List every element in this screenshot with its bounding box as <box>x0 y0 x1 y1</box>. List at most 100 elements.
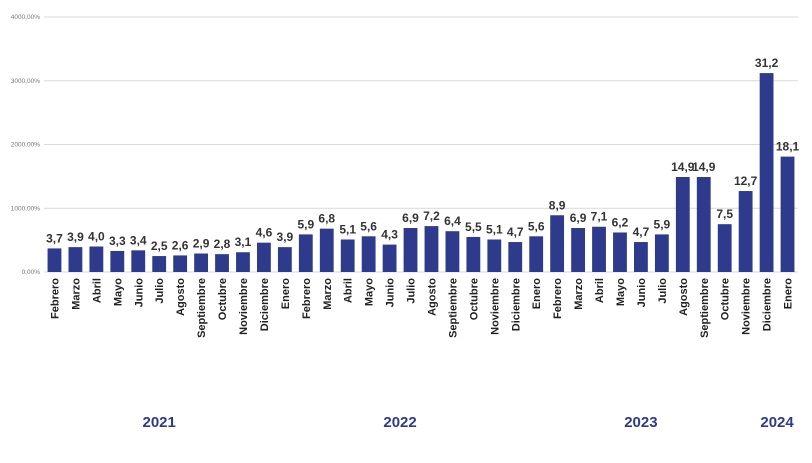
bar <box>550 215 565 272</box>
x-axis-month-labels: Febrero Marzo Abril Mayo Junio Julio Agosto Sep… <box>49 278 794 338</box>
data-label: 3,9 <box>67 230 84 244</box>
data-label: 8,9 <box>549 198 566 212</box>
x-tick-label: Junio <box>385 278 397 308</box>
x-tick-label: Agosto <box>175 278 187 316</box>
x-tick-label: Noviembre <box>238 278 250 335</box>
bar <box>696 177 711 272</box>
data-label: 3,9 <box>277 230 294 244</box>
data-label: 2,6 <box>172 238 189 252</box>
bar <box>236 252 250 272</box>
bars <box>47 73 795 272</box>
x-tick-label: Noviembre <box>489 278 501 335</box>
x-tick-label: Octubre <box>720 278 732 320</box>
bar <box>194 253 208 272</box>
data-label: 4,6 <box>256 226 273 240</box>
bar <box>717 224 732 272</box>
y-tick-label: 1000,00% <box>11 205 40 212</box>
bar <box>173 255 188 272</box>
x-tick-label: Marzo <box>70 278 82 310</box>
bar <box>257 242 271 272</box>
data-label: 6,8 <box>318 212 335 226</box>
x-tick-label: Febrero <box>552 278 564 319</box>
x-tick-label: Abril <box>594 278 606 303</box>
x-tick-label: Octubre <box>217 278 229 320</box>
data-label: 5,6 <box>360 219 377 233</box>
year-label: 2024 <box>760 414 794 431</box>
bar <box>424 226 439 272</box>
data-label: 3,3 <box>109 234 126 248</box>
y-tick-label: 2000,00% <box>11 142 40 149</box>
x-tick-label: Septiembre <box>196 278 208 338</box>
bar <box>152 256 167 272</box>
x-tick-label: Enero <box>783 278 795 309</box>
x-tick-label: Diciembre <box>510 278 522 331</box>
y-axis-ticks: 0,00% 1000,00% 2000,00% 3000,00% 4000,00% <box>11 14 40 276</box>
x-tick-label: Mayo <box>364 278 376 306</box>
data-label: 6,4 <box>444 214 461 228</box>
data-label: 4,7 <box>507 225 524 239</box>
data-label: 18,1 <box>776 140 800 154</box>
bar <box>508 242 523 272</box>
x-tick-label: Febrero <box>49 278 61 319</box>
bar <box>592 226 606 272</box>
bar <box>571 228 585 272</box>
x-tick-label: Marzo <box>573 278 585 310</box>
x-tick-label: Mayo <box>615 278 627 306</box>
data-label: 3,4 <box>130 233 147 247</box>
x-tick-label: Enero <box>280 278 292 309</box>
x-tick-label: Diciembre <box>259 278 271 331</box>
x-tick-label: Abril <box>343 278 355 303</box>
grid-lines <box>44 16 798 273</box>
data-label: 14,9 <box>671 160 695 174</box>
bar <box>47 248 62 272</box>
y-tick-label: 0,00% <box>22 269 41 276</box>
x-tick-label: Julio <box>657 278 669 304</box>
x-tick-label: Octubre <box>468 278 480 320</box>
bar <box>466 236 481 272</box>
bar <box>675 177 690 272</box>
bar <box>340 239 355 272</box>
year-label: 2021 <box>143 414 176 431</box>
bar <box>654 234 669 272</box>
bar <box>634 242 648 272</box>
bar <box>780 156 795 272</box>
data-label: 5,5 <box>465 220 482 234</box>
x-tick-label: Mayo <box>112 278 124 306</box>
data-label: 5,6 <box>528 219 545 233</box>
year-label: 2022 <box>383 414 416 431</box>
bar <box>759 73 774 272</box>
data-label: 7,2 <box>423 209 440 223</box>
x-tick-label: Enero <box>531 278 543 309</box>
bar <box>613 232 627 272</box>
bar <box>277 247 292 272</box>
data-labels: 3,7 3,9 4,0 3,3 3,4 2,5 2,6 2,9 2,8 3,14,6 3,95,9 6… <box>46 56 799 253</box>
data-label: 7,5 <box>716 207 733 221</box>
bar <box>487 239 502 272</box>
x-tick-label: Agosto <box>426 278 438 316</box>
bar <box>131 250 146 272</box>
bar <box>89 246 104 272</box>
x-tick-label: Julio <box>406 278 418 304</box>
x-tick-label: Septiembre <box>699 278 711 338</box>
bar <box>110 250 125 272</box>
y-tick-label: 3000,00% <box>11 78 40 85</box>
bar <box>319 228 334 272</box>
data-label: 5,1 <box>486 222 503 236</box>
data-label: 14,9 <box>692 160 716 174</box>
data-label: 6,2 <box>612 215 629 229</box>
bar <box>382 244 397 272</box>
x-tick-label: Agosto <box>678 278 690 316</box>
bar <box>361 236 376 272</box>
bar <box>68 247 83 272</box>
data-label: 4,7 <box>633 225 650 239</box>
data-label: 5,9 <box>297 217 314 231</box>
data-label: 2,5 <box>151 239 168 253</box>
x-tick-label: Junio <box>636 278 648 308</box>
data-label: 6,9 <box>570 211 587 225</box>
data-label: 5,9 <box>654 217 671 231</box>
bar <box>738 191 753 272</box>
x-tick-label: Septiembre <box>447 278 459 338</box>
bar <box>403 228 418 272</box>
data-label: 3,7 <box>46 231 63 245</box>
